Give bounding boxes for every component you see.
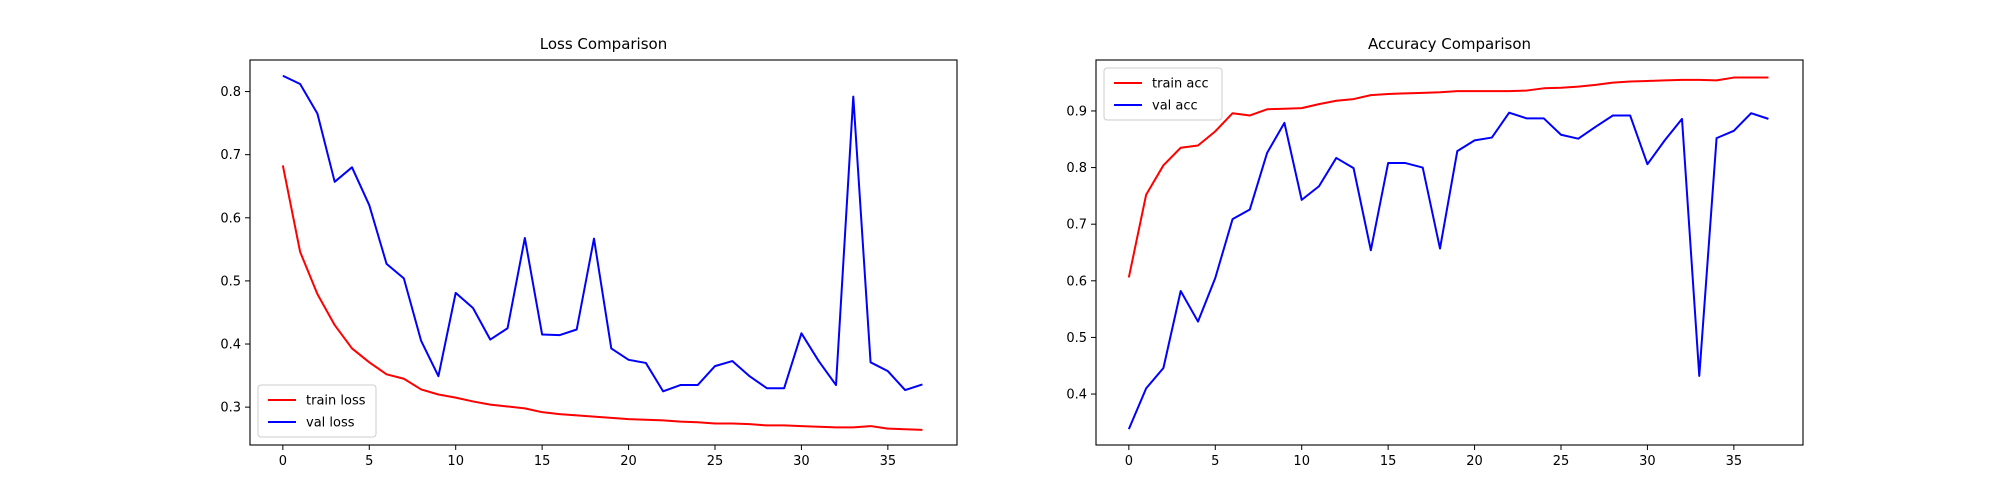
x-tick-label: 30 bbox=[1639, 454, 1656, 469]
x-tick-label: 0 bbox=[279, 454, 287, 469]
y-tick-label: 0.8 bbox=[1066, 161, 1087, 176]
plot-frame bbox=[249, 59, 958, 446]
chart-title: Accuracy Comparison bbox=[1368, 35, 1531, 53]
x-tick-label: 20 bbox=[1466, 454, 1483, 469]
y-tick-label: 0.5 bbox=[1066, 331, 1087, 346]
y-tick-label: 0.7 bbox=[220, 148, 241, 163]
x-tick-label: 15 bbox=[1380, 454, 1397, 469]
y-tick-label: 0.8 bbox=[220, 85, 241, 100]
x-tick-label: 10 bbox=[447, 454, 464, 469]
legend-label: val loss bbox=[306, 416, 355, 431]
y-tick-label: 0.6 bbox=[1066, 274, 1087, 289]
series-line-train-loss bbox=[281, 165, 923, 431]
chart-title: Loss Comparison bbox=[540, 35, 667, 53]
x-tick-label: 35 bbox=[1726, 454, 1743, 469]
x-tick-label: 5 bbox=[365, 454, 373, 469]
y-tick-label: 0.4 bbox=[220, 338, 241, 353]
x-tick-label: 15 bbox=[534, 454, 551, 469]
y-tick-label: 0.6 bbox=[220, 211, 241, 226]
x-tick-label: 0 bbox=[1125, 454, 1133, 469]
legend-box bbox=[257, 384, 377, 438]
legend-label: val acc bbox=[1152, 99, 1198, 114]
y-tick-label: 0.3 bbox=[220, 401, 241, 416]
x-tick-label: 20 bbox=[620, 454, 637, 469]
legend-label: train loss bbox=[306, 394, 366, 409]
legend: train acc val acc bbox=[1103, 67, 1223, 121]
x-tick-label: 25 bbox=[1553, 454, 1570, 469]
legend-label: train acc bbox=[1152, 77, 1209, 92]
y-tick-label: 0.4 bbox=[1066, 388, 1087, 403]
y-tick-label: 0.9 bbox=[1066, 104, 1087, 119]
y-tick-label: 0.7 bbox=[1066, 218, 1087, 233]
loss-chart: Loss Comparison 0 5 10 15 20 25 30 35 0.3 0.4 0.5 0.… bbox=[220, 35, 958, 469]
x-tick-label: 30 bbox=[793, 454, 810, 469]
accuracy-chart: Accuracy Comparison 0 5 10 15 20 25 30 35 0.4 0.5 0… bbox=[1066, 35, 1804, 469]
x-tick-label: 5 bbox=[1211, 454, 1219, 469]
x-tick-label: 10 bbox=[1293, 454, 1310, 469]
legend: train loss val loss bbox=[257, 384, 377, 438]
y-tick-label: 0.5 bbox=[220, 274, 241, 289]
plot-frame bbox=[1095, 59, 1804, 446]
series-line-val-acc bbox=[1127, 111, 1769, 430]
x-tick-label: 25 bbox=[707, 454, 724, 469]
series-line-val-loss bbox=[282, 74, 923, 393]
x-tick-label: 35 bbox=[880, 454, 897, 469]
series-line-train-acc bbox=[1127, 76, 1769, 278]
legend-box bbox=[1103, 67, 1223, 121]
